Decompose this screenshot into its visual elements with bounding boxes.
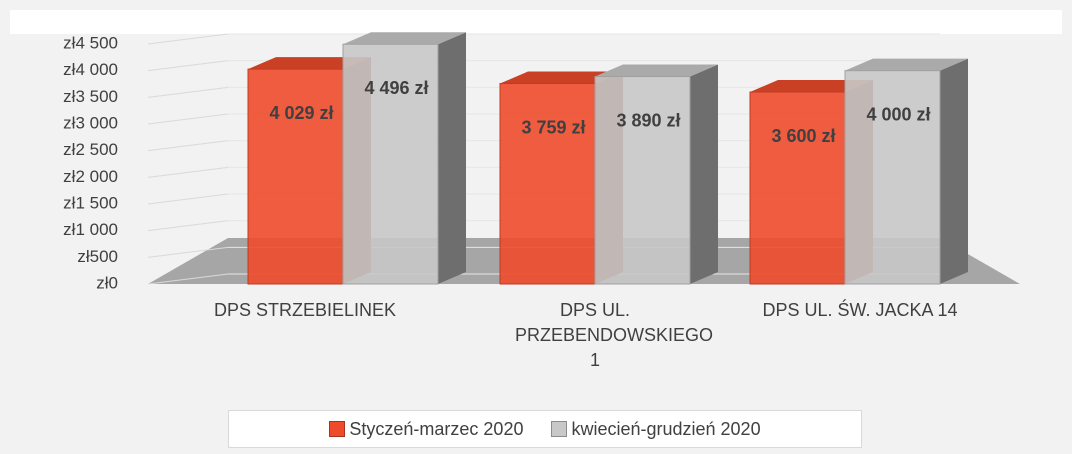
grid-line [147, 220, 229, 232]
value-label: 4 496 zł [364, 78, 428, 98]
bar-top [750, 80, 873, 92]
grid-line [147, 60, 229, 72]
legend-label: Styczeń-marzec 2020 [349, 418, 524, 439]
grid-line [147, 113, 229, 125]
bar-top [248, 57, 371, 70]
bar-side [438, 32, 466, 284]
legend: Styczeń-marzec 2020 kwiecień-grudzień 202… [228, 410, 862, 448]
grid-line [147, 166, 229, 178]
x-tick-label: DPS UL. ŚW. JACKA 14 [762, 300, 958, 320]
legend-swatch [329, 421, 346, 437]
legend-swatch [551, 421, 568, 437]
bar [844, 70, 941, 285]
grid-line [147, 273, 229, 285]
bar-top [343, 32, 466, 45]
value-label: 4 000 zł [866, 104, 930, 124]
bar-side [690, 64, 718, 285]
y-tick-label: zł3 000 [63, 113, 118, 132]
grid-line [147, 86, 229, 98]
value-label: 3 759 zł [521, 117, 585, 137]
y-tick-label: zł4 000 [63, 60, 118, 79]
x-tick-label: DPS UL. PRZEBENDOWSKIEGO 1 [515, 300, 714, 370]
y-tick-label: zł4 500 [63, 33, 118, 52]
bar [749, 91, 846, 285]
bar [247, 68, 344, 285]
background [10, 10, 1062, 34]
y-tick-label: zł500 [77, 247, 118, 266]
bar [594, 76, 691, 285]
y-tick-label: zł2 500 [63, 140, 118, 159]
x-tick-label: DPS STRZEBIELINEK [213, 300, 397, 320]
grid-line [147, 140, 229, 152]
value-label: 4 029 zł [269, 103, 333, 123]
y-tick-label: zł1 500 [63, 193, 118, 212]
bar-top [845, 58, 968, 71]
grid-line [147, 193, 229, 205]
bar-top [595, 64, 718, 77]
y-tick-label: zł2 000 [63, 167, 118, 186]
y-tick-label: zł3 500 [63, 87, 118, 106]
bar-top [500, 71, 623, 84]
bar-side [940, 58, 968, 284]
bar [342, 43, 439, 285]
legend-item: kwiecień-grudzień 2020 [551, 418, 761, 440]
value-label: 3 600 zł [771, 126, 835, 146]
value-label: 3 890 zł [616, 110, 680, 130]
legend-item: Styczeń-marzec 2020 [329, 419, 523, 440]
y-tick-label: zł0 [96, 273, 118, 292]
legend-label: kwiecień-grudzień 2020 [571, 418, 761, 439]
y-tick-label: zł1 000 [63, 220, 118, 239]
bar [499, 83, 596, 285]
grid-line [147, 246, 229, 258]
grid-line [147, 33, 229, 45]
